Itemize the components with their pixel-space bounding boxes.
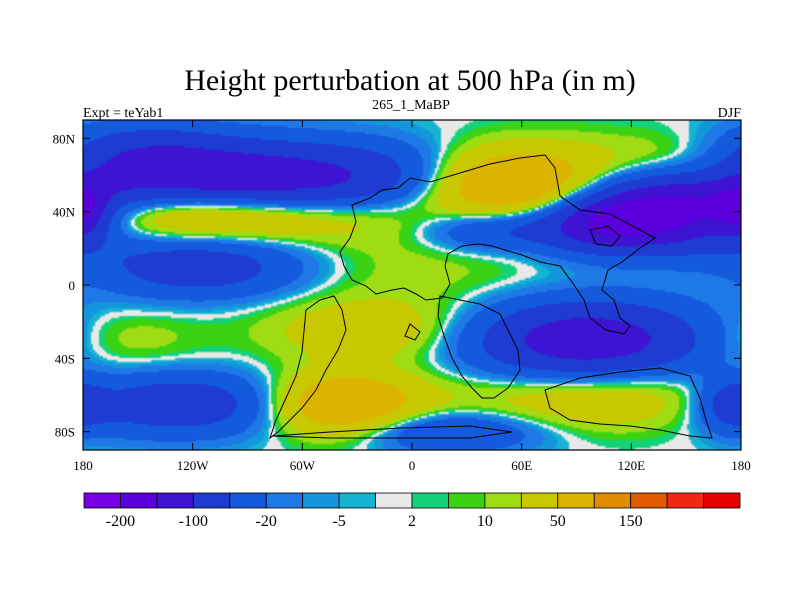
y-tick-label: 40S (55, 351, 75, 366)
colorbar-swatch (338, 492, 376, 509)
y-tick-label: 80S (55, 425, 75, 440)
x-tick-label: 120W (177, 458, 210, 473)
colorbar-swatch (302, 492, 340, 509)
colorbar-swatch (411, 492, 449, 509)
colorbar-label: -100 (179, 513, 208, 530)
plot-area: 180 120W 60W 0 60E 120E 180 80N 40N 0 40S 80S (53, 119, 751, 473)
colorbar-swatch (120, 492, 158, 509)
colorbar-swatch (192, 492, 231, 509)
colorbar-label: 2 (408, 513, 416, 530)
colorbar-label: -20 (256, 513, 277, 530)
colorbar-swatch (229, 492, 267, 509)
colorbar-swatch (703, 492, 741, 509)
colorbar-swatch (520, 492, 559, 509)
colorbar-swatch (448, 492, 486, 509)
colorbar-swatch (83, 492, 121, 509)
x-tick-label: 60W (290, 458, 316, 473)
colorbar-swatch (666, 492, 704, 509)
colorbar-swatch (265, 492, 304, 509)
colorbar-swatch (484, 492, 522, 509)
colorbar-swatch (156, 492, 194, 509)
y-axis: 80N 40N 0 40S 80S (53, 131, 741, 440)
colorbar-swatch (557, 492, 595, 509)
colorbar: -200 -100 -20 -5 2 10 50 150 (83, 492, 741, 530)
colorbar-label: -5 (332, 513, 345, 530)
height-field (83, 120, 741, 450)
y-tick-label: 0 (69, 278, 76, 293)
colorbar-label: 50 (550, 513, 566, 530)
x-tick-label: 180 (73, 458, 93, 473)
season-label: DJF (718, 106, 742, 121)
colorbar-swatch (630, 492, 668, 509)
colorbar-label: 10 (477, 513, 493, 530)
y-tick-label: 40N (53, 205, 76, 220)
colorbar-swatch (593, 492, 632, 509)
x-tick-label: 0 (409, 458, 416, 473)
x-tick-label: 120E (618, 458, 646, 473)
chart-title: Height perturbation at 500 hPa (in m) (184, 64, 636, 97)
coastline-outline (269, 154, 713, 440)
x-tick-label: 180 (731, 458, 751, 473)
period-label: 265_1_MaBP (372, 98, 450, 113)
experiment-label: Expt = teYab1 (83, 106, 163, 121)
colorbar-label: 150 (619, 513, 643, 530)
x-tick-label: 60E (511, 458, 532, 473)
x-axis: 180 120W 60W 0 60E 120E 180 (73, 120, 751, 473)
y-tick-label: 80N (53, 131, 76, 146)
colorbar-label: -200 (106, 513, 135, 530)
colorbar-swatch (375, 492, 413, 509)
